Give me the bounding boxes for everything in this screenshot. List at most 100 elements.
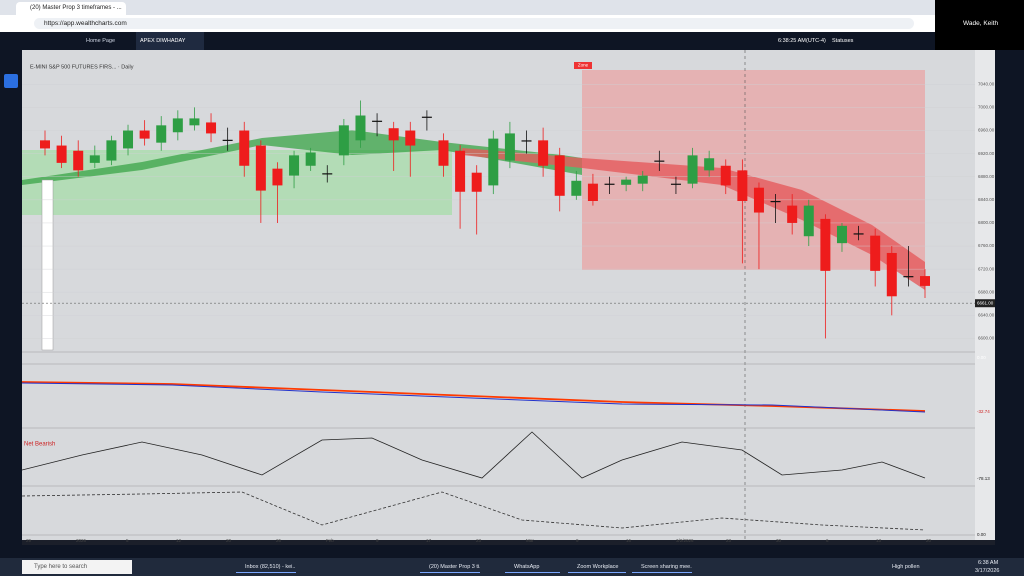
price-axis — [975, 50, 995, 540]
candle-body — [255, 145, 266, 191]
timezone: (UTC-4) — [806, 38, 826, 44]
trend-line — [22, 431, 926, 479]
taskbar-app[interactable]: Inbox (82,510) - kei... — [236, 561, 296, 573]
clock: 6:38:25 AM — [778, 38, 806, 44]
candle-body — [836, 225, 847, 244]
x-tick-label: 20 — [926, 538, 932, 543]
weather: High pollen — [892, 564, 920, 570]
chart-title: E-MINI S&P 500 FUTURES FIRS... · Daily — [30, 64, 134, 70]
y-tick-label: 6720.00 — [978, 266, 995, 271]
candle-body — [338, 125, 349, 156]
x-tick-label: 23 — [476, 538, 482, 543]
x-tick-label: 5 — [126, 538, 129, 543]
candle-body — [621, 179, 632, 185]
signal-line — [22, 491, 926, 531]
app-tab-active[interactable]: APEX DIWHADAY — [136, 32, 204, 50]
taskbar-app[interactable]: Screen sharing mee... — [632, 561, 692, 573]
x-tick-label: 6 — [826, 538, 829, 543]
candle-body — [239, 130, 250, 166]
oscillator-line — [22, 381, 926, 412]
app-tab[interactable]: Home Page — [86, 38, 116, 44]
x-tick-label: 20 — [226, 538, 232, 543]
y-tick-label: 6960.00 — [978, 128, 995, 133]
candle-body — [803, 205, 814, 237]
candle-body — [272, 168, 283, 186]
x-tick-label: 12 — [176, 538, 182, 543]
candle-body — [438, 140, 449, 166]
taskbar-time: 6:38 AM — [978, 560, 999, 566]
candle-body — [405, 130, 416, 146]
candle-body — [56, 145, 67, 163]
zone-label: Zone — [578, 63, 589, 68]
candle-body — [654, 160, 665, 162]
candle-body — [870, 235, 881, 271]
candle-body — [587, 183, 598, 201]
trend-label: Net Bearish — [24, 442, 55, 448]
participant-name: Wade, Keith — [963, 20, 999, 27]
candle-body — [421, 116, 432, 118]
candle-body — [471, 172, 482, 192]
panel-separators — [22, 351, 975, 536]
signal-value: 0.00 — [977, 532, 986, 537]
candle-body — [289, 155, 300, 176]
x-tick-label: Mar — [526, 538, 534, 543]
y-tick-label: 6680.00 — [978, 289, 995, 294]
status-menu[interactable]: Statuses — [832, 38, 854, 44]
add-button[interactable] — [4, 74, 18, 88]
taskbar-app[interactable]: WhatsApp — [505, 561, 560, 573]
candle-body — [106, 140, 117, 161]
x-tick-label: 13 — [876, 538, 882, 543]
y-tick-label: 6840.00 — [978, 197, 995, 202]
candle-body — [355, 115, 366, 141]
candle-body — [704, 158, 715, 171]
candle-body — [571, 180, 582, 196]
oscillator-value: -32.74 — [977, 409, 990, 414]
candle-body — [554, 155, 565, 196]
y-tick-label: 6760.00 — [978, 243, 995, 248]
left-toolbar — [0, 50, 22, 545]
zone-tag — [574, 62, 592, 69]
candle-body — [206, 122, 217, 134]
candle-body — [388, 128, 399, 141]
x-tick-label: 2026 — [76, 538, 87, 543]
y-tick-label: 6880.00 — [978, 174, 995, 179]
tab-strip — [0, 0, 935, 15]
x-tick-label: 23 — [726, 538, 732, 543]
url-field[interactable]: https://app.wealthcharts.com — [34, 18, 914, 29]
x-tick-label: Feb — [326, 538, 334, 543]
candle-body — [853, 233, 864, 235]
app-footer — [0, 545, 1024, 558]
candle-body — [488, 138, 499, 186]
zoom-video-tile: Wade, Keith — [935, 0, 1024, 50]
candle-body — [305, 152, 316, 166]
candle-body — [521, 140, 532, 142]
drawing-tools[interactable] — [41, 179, 54, 351]
candle-body — [156, 125, 167, 143]
candle-body — [753, 187, 764, 213]
candle-body — [687, 155, 698, 184]
candle-body — [139, 130, 150, 139]
green-zone — [22, 150, 452, 215]
candle-body — [637, 175, 648, 184]
x-tick-label: 9 — [576, 538, 579, 543]
candle-body — [455, 150, 466, 192]
search-box[interactable]: Type here to search — [22, 560, 132, 574]
last-price-label: 6661.00 — [977, 300, 994, 305]
candle-body — [604, 183, 615, 185]
taskbar-app[interactable]: Zoom Workplace — [568, 561, 626, 573]
y-tick-label: 6640.00 — [978, 313, 995, 318]
candle-body — [720, 165, 731, 186]
browser-tab[interactable]: (20) Master Prop 3 timeframes - ... — [16, 2, 126, 15]
candle-body — [123, 130, 134, 149]
dots-value: 0.00 — [977, 355, 986, 360]
x-tick-label: 9 — [376, 538, 379, 543]
taskbar: High pollen 6:38 AM 3/17/2026 — [0, 558, 1024, 576]
right-toolbar — [995, 50, 1024, 545]
candle-body — [903, 276, 914, 278]
taskbar-app[interactable]: (20) Master Prop 3 ti... — [420, 561, 480, 573]
candle-body — [670, 183, 681, 185]
y-tick-label: 7000.00 — [978, 105, 995, 110]
taskbar-date: 3/17/2026 — [975, 568, 1000, 574]
y-tick-label: 6920.00 — [978, 151, 995, 156]
candle-body — [538, 140, 549, 166]
